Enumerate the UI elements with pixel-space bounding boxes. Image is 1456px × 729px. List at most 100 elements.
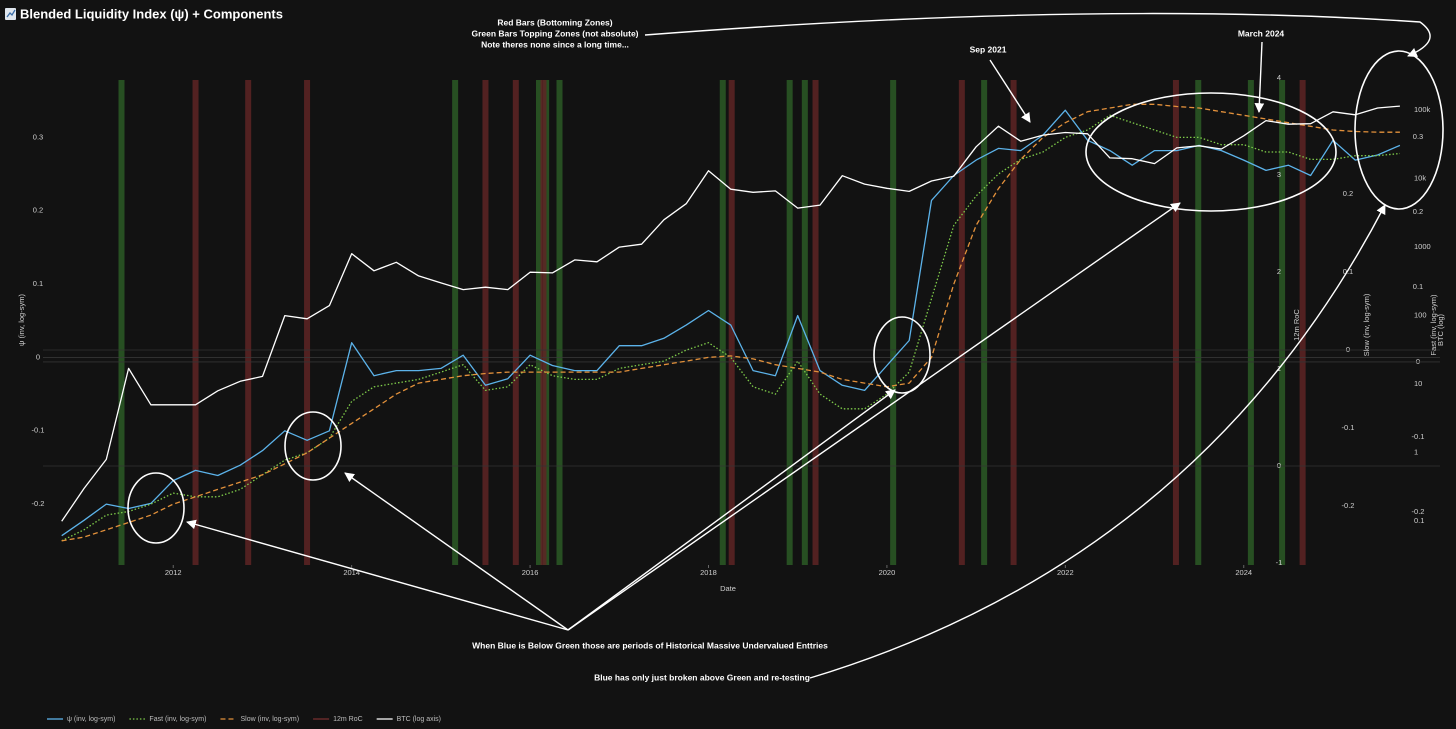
legend-label: Fast (inv, log-sym) — [149, 716, 206, 723]
y-axis-label: ψ (inv, log-sym) — [17, 294, 26, 346]
topping-zone — [535, 80, 542, 565]
extra-axis-tick-label: -0.1 — [1412, 432, 1425, 441]
x-tick-label: 2022 — [1057, 568, 1074, 577]
topping-zone — [719, 80, 726, 565]
bottoming-zone — [958, 80, 965, 565]
bottoming-zone — [1172, 80, 1179, 565]
arrow — [344, 472, 569, 631]
extra-axis-tick-label: 3 — [1277, 170, 1281, 179]
annotation-shapes — [127, 12, 1444, 679]
y2-tick-label: 100 — [1414, 311, 1427, 320]
legend: ψ (inv, log-sym) Fast (inv, log-sym) Slow … — [47, 716, 441, 723]
annotation: Red Bars (Bottoming Zones) — [497, 17, 612, 27]
topping-zone — [1195, 80, 1202, 565]
topping-zone — [452, 80, 459, 565]
extra-axis-tick-label: 0 — [1346, 345, 1350, 354]
title-icon-glyph — [6, 9, 16, 18]
extra-axis-tick-label: 0.2 — [1413, 207, 1423, 216]
lines — [61, 103, 1401, 542]
extra-axis-tick-label: -1 — [1276, 558, 1283, 567]
extra-axis-tick-label: 0.3 — [1413, 132, 1423, 141]
extra-axis-tick-label: 4 — [1277, 73, 1281, 82]
extra-axis-tick-label: -0.1 — [1342, 423, 1355, 432]
arrow — [644, 12, 1431, 57]
x-axis-label: Date — [720, 584, 736, 593]
legend-label: ψ (inv, log-sym) — [67, 716, 115, 723]
x-tick-label: 2014 — [343, 568, 360, 577]
zones — [118, 80, 1306, 565]
legend-label: BTC (log axis) — [397, 716, 441, 723]
x-tick-label: 2018 — [700, 568, 717, 577]
y2-tick-label: 10 — [1414, 379, 1422, 388]
series-line — [61, 114, 1400, 542]
y2-tick-label: 1000 — [1414, 242, 1431, 251]
y-tick-label: 0.2 — [33, 206, 43, 215]
x-tick-label: 2024 — [1235, 568, 1252, 577]
arrow — [186, 519, 569, 631]
extra-axis-label: Slow (inv, log-sym) — [1362, 293, 1371, 356]
topping-zone — [801, 80, 808, 565]
annotation: Sep 2021 — [970, 44, 1007, 54]
topping-zone — [981, 80, 988, 565]
extra-axis-tick-label: -0.2 — [1342, 501, 1355, 510]
bottoming-zone — [1299, 80, 1306, 565]
annotation: Blue has only just broken above Green an… — [594, 672, 810, 682]
x-tick-label: 2012 — [165, 568, 182, 577]
bottoming-zone — [512, 80, 519, 565]
bottoming-zone — [1010, 80, 1017, 565]
extra-axis-tick-label: 0 — [1277, 461, 1281, 470]
series-line — [61, 105, 1400, 522]
topping-zone — [556, 80, 563, 565]
topping-zone — [890, 80, 897, 565]
extra-axis-label: Fast (inv, log-sym) — [1429, 294, 1438, 356]
annotation: March 2024 — [1238, 28, 1285, 38]
highlight-ellipse — [1354, 50, 1444, 210]
y-tick-label: -0.2 — [32, 499, 45, 508]
extra-axis-tick-label: 0.2 — [1343, 189, 1353, 198]
bottoming-zone — [728, 80, 735, 565]
x-tick-label: 2016 — [522, 568, 539, 577]
series-line — [61, 109, 1401, 537]
extra-axis-tick-label: -0.2 — [1412, 507, 1425, 516]
bottoming-zone — [304, 80, 311, 565]
y-tick-label: 0.3 — [33, 132, 43, 141]
arrow — [567, 389, 896, 631]
bottoming-zone — [812, 80, 819, 565]
bottoming-zone — [192, 80, 199, 565]
annotation: When Blue is Below Green those are perio… — [472, 640, 828, 650]
series-line — [61, 103, 1400, 542]
arrow — [989, 59, 1031, 123]
highlight-ellipse — [284, 411, 342, 481]
highlight-ellipse — [127, 472, 185, 544]
topping-zone — [786, 80, 793, 565]
y2-tick-label: 0.1 — [1414, 516, 1424, 525]
highlight-ellipse — [873, 316, 931, 394]
y-tick-label: -0.1 — [32, 426, 45, 435]
y-tick-label: 0.1 — [33, 279, 43, 288]
extra-axis-tick-label: 0.1 — [1413, 282, 1423, 291]
y2-tick-label: 10k — [1414, 174, 1426, 183]
extra-axis-tick-label: 0 — [1416, 357, 1420, 366]
y2-tick-label: 1 — [1414, 448, 1418, 457]
chart-title: Blended Liquidity Index (ψ) + Components — [20, 6, 283, 21]
arrow — [809, 204, 1386, 679]
annotation: Green Bars Topping Zones (not absolute) — [471, 28, 638, 38]
y2-tick-label: 100k — [1414, 105, 1431, 114]
arrow — [1254, 41, 1265, 113]
y2-axis-label: BTC (log) — [1436, 313, 1445, 346]
bottoming-zone — [482, 80, 489, 565]
bottoming-zone — [540, 80, 547, 565]
y-tick-label: 0 — [36, 352, 40, 361]
extra-axis-label: 12m RoC — [1292, 309, 1301, 341]
bottoming-zone — [245, 80, 252, 565]
axes: 2012 2014 2016 2018 2020 2022 2024-0.2-0.100.1… — [32, 73, 1440, 577]
arrow — [567, 202, 1181, 631]
topping-zone — [1247, 80, 1254, 565]
topping-zone — [1279, 80, 1286, 565]
highlight-ellipse — [1085, 92, 1337, 212]
annotation: Note theres none since a long time... — [481, 39, 629, 49]
topping-zone — [118, 80, 125, 565]
